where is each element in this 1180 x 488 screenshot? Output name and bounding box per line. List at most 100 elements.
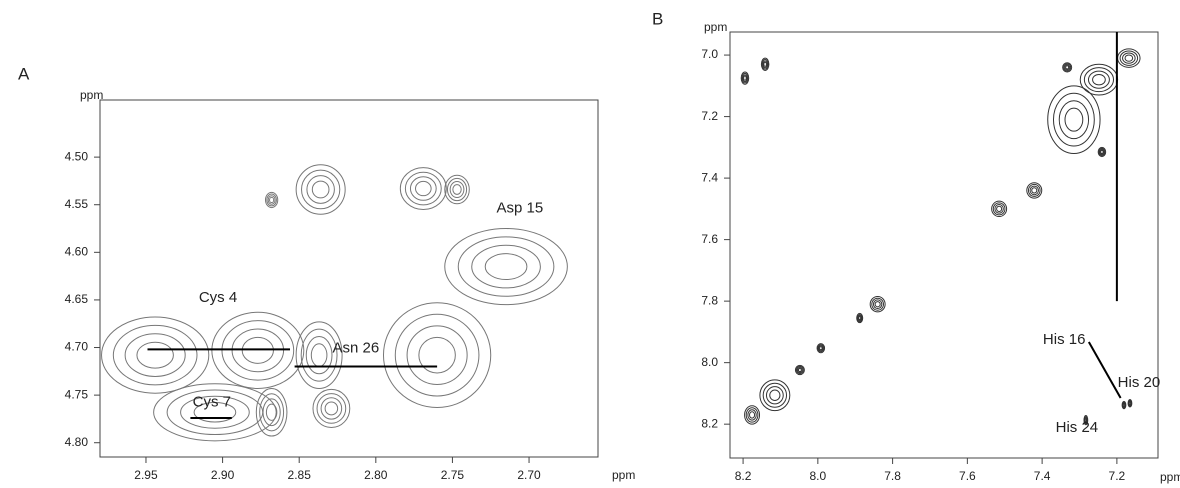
contour-peak — [316, 393, 347, 424]
x-axis-label: ppm — [612, 468, 635, 482]
contour-peak — [1117, 48, 1141, 68]
contour-peak — [858, 315, 862, 321]
y-tick-label: 4.60 — [65, 244, 89, 258]
contour-peak — [1084, 418, 1087, 423]
contour-peak — [743, 75, 747, 81]
contour-peak — [418, 336, 456, 374]
contour-peak — [762, 382, 788, 408]
contour-peak — [1031, 187, 1038, 194]
contour-peak — [300, 328, 338, 382]
contour-peak — [1079, 63, 1119, 96]
contour-peak — [747, 409, 757, 421]
contour-peak — [856, 312, 864, 324]
contour-peak — [180, 395, 250, 429]
contour-peak — [994, 204, 1004, 214]
contour-peak — [762, 60, 768, 69]
contour-peak — [452, 184, 462, 195]
contour-peak — [266, 193, 277, 207]
contour-peak — [795, 365, 804, 375]
contour-peak — [324, 401, 339, 416]
contour-peak — [457, 236, 555, 297]
contour-peak — [193, 402, 237, 423]
contour-peak — [306, 175, 335, 204]
contour-peak — [760, 57, 770, 71]
y-tick-label: 4.80 — [65, 435, 89, 449]
y-tick-label: 7.2 — [701, 109, 718, 123]
contour-peak — [124, 333, 186, 377]
contour-peak — [1062, 62, 1073, 73]
contour-peak — [857, 314, 862, 322]
contour-peak — [816, 343, 826, 354]
contour-peak — [1099, 148, 1105, 156]
contour-peak — [399, 167, 447, 210]
contour-peak — [1122, 52, 1136, 64]
contour-peak — [745, 407, 759, 423]
y-axis-label: ppm — [704, 20, 727, 34]
contour-peak — [1119, 50, 1139, 66]
contour-peak — [415, 180, 432, 197]
contour-peak — [1027, 183, 1041, 197]
y-tick-label: 4.70 — [65, 340, 89, 354]
contour-peak — [818, 345, 824, 352]
contour-peak — [1064, 107, 1084, 132]
x-tick-label: 2.90 — [211, 468, 235, 482]
x-tick-label: 8.2 — [735, 469, 752, 483]
contour-peak — [1063, 63, 1072, 72]
contour-peak — [136, 341, 174, 369]
contour-peak — [446, 177, 468, 202]
x-tick-label: 7.8 — [884, 469, 901, 483]
contour-peak — [409, 176, 437, 201]
contour-peak — [996, 205, 1003, 212]
peak-annotation: His 20 — [1118, 374, 1161, 391]
contour-peak — [310, 343, 328, 367]
contour-peak — [1029, 185, 1039, 196]
contour-peak — [992, 202, 1006, 216]
contour-peak — [404, 171, 442, 206]
contour-peak — [744, 405, 761, 425]
contour-peak — [1122, 403, 1126, 407]
contour-peak — [1083, 67, 1115, 93]
y-tick-label: 8.0 — [701, 355, 718, 369]
contour-peak — [295, 164, 346, 215]
x-tick-label: 8.0 — [809, 469, 826, 483]
peak-annotation: His 24 — [1056, 419, 1099, 436]
y-tick-label: 8.2 — [701, 416, 718, 430]
contour-peak — [112, 324, 198, 386]
contour-peak — [311, 180, 330, 199]
contour-peak — [1047, 85, 1101, 154]
contour-peak — [769, 389, 781, 401]
x-tick-label: 7.4 — [1034, 469, 1051, 483]
contour-peak — [320, 397, 343, 420]
contour-peak — [444, 174, 470, 205]
contour-peak — [856, 313, 863, 323]
contour-peak — [264, 191, 279, 209]
contour-peak — [382, 302, 492, 408]
contour-peak — [797, 367, 802, 373]
contour-peak — [1128, 401, 1132, 406]
peak-annotation: His 16 — [1043, 331, 1086, 348]
y-tick-label: 7.4 — [701, 170, 718, 184]
x-axis-label: ppm — [1160, 470, 1180, 484]
contour-peak — [305, 335, 333, 375]
y-tick-label: 4.65 — [65, 292, 89, 306]
plot-frame — [729, 31, 1159, 459]
peak-annotation: Asn 26 — [333, 339, 380, 356]
peak-annotation: Cys 7 — [193, 394, 231, 411]
x-tick-label: 2.75 — [441, 468, 465, 482]
contour-peak — [819, 346, 823, 351]
x-tick-label: 7.2 — [1109, 469, 1126, 483]
contour-peak — [406, 325, 468, 385]
plot-frame — [99, 99, 599, 458]
contour-peak — [394, 313, 480, 397]
y-axis-label: ppm — [80, 88, 103, 102]
contour-peak — [1052, 92, 1095, 147]
contour-peak — [874, 301, 881, 308]
connector-line — [1087, 341, 1122, 399]
contour-peak — [796, 366, 803, 374]
x-tick-label: 2.85 — [288, 468, 312, 482]
contour-peak — [872, 299, 883, 310]
peak-annotation: Asp 15 — [497, 199, 544, 216]
contour-peak — [741, 72, 749, 84]
contour-peak — [1087, 70, 1110, 89]
